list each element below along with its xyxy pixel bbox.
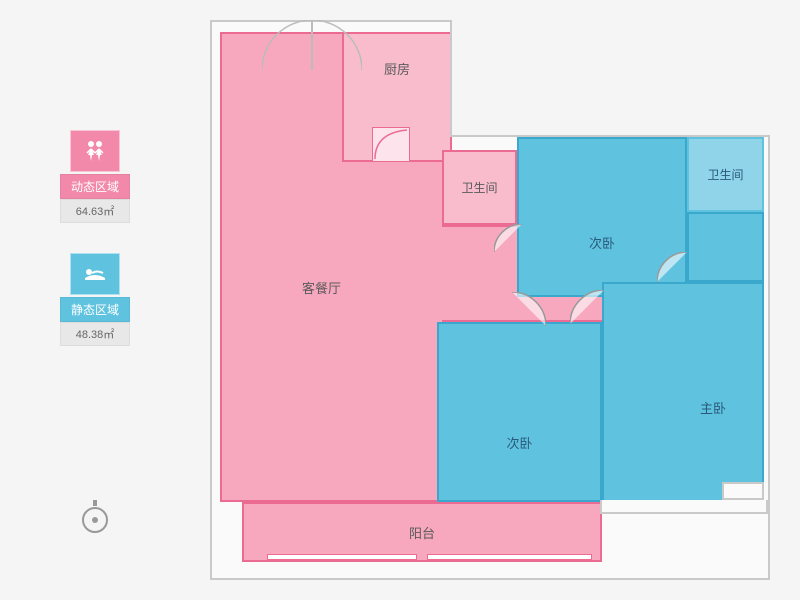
wall-br: [600, 500, 768, 514]
legend-static: 静态区域 48.38㎡: [60, 253, 130, 346]
door-arc-1: [512, 292, 546, 326]
room-bath2ext: [687, 212, 764, 282]
entry-door-arc-left: [262, 20, 312, 70]
room-balcony-label: 阳台: [409, 523, 435, 542]
legend-dynamic-value: 64.63㎡: [60, 199, 130, 223]
entry-door-arc-right: [312, 20, 362, 70]
room-kitchen-label: 厨房: [384, 59, 410, 78]
room-balcony: 阳台: [242, 502, 602, 562]
wall-br-inner: [722, 482, 764, 500]
room-bath2-label: 卫生间: [707, 166, 743, 183]
balcony-rail-1: [267, 554, 417, 560]
room-bed2a-label: 次卧: [589, 233, 615, 252]
legend-panel: 动态区域 64.63㎡ 静态区域 48.38㎡: [60, 130, 130, 376]
room-bed2b-label: 次卧: [506, 433, 532, 452]
compass-icon: [80, 500, 110, 530]
people-icon: [70, 130, 120, 172]
legend-dynamic-title: 动态区域: [60, 174, 130, 199]
room-bath2: 卫生间: [687, 137, 764, 212]
wall-notch: [450, 20, 770, 137]
balcony-rail-2: [427, 554, 592, 560]
room-master: 主卧: [602, 282, 764, 502]
kitchen-detail: [372, 127, 410, 162]
legend-dynamic: 动态区域 64.63㎡: [60, 130, 130, 223]
legend-static-value: 48.38㎡: [60, 322, 130, 346]
room-bath1-label: 卫生间: [461, 179, 497, 196]
floorplan-container: 客餐厅 厨房 卫生间 次卧 卫生间 主卧 次卧 阳台: [210, 20, 770, 580]
room-master-label: 主卧: [700, 398, 726, 417]
door-arc-2: [570, 290, 604, 324]
room-bed2b: 次卧: [437, 322, 602, 502]
room-living-label: 客餐厅: [302, 278, 341, 297]
legend-static-title: 静态区域: [60, 297, 130, 322]
room-bath1: 卫生间: [442, 150, 517, 225]
door-arc-3: [494, 224, 522, 252]
door-arc-4: [657, 252, 687, 282]
sleep-icon: [70, 253, 120, 295]
